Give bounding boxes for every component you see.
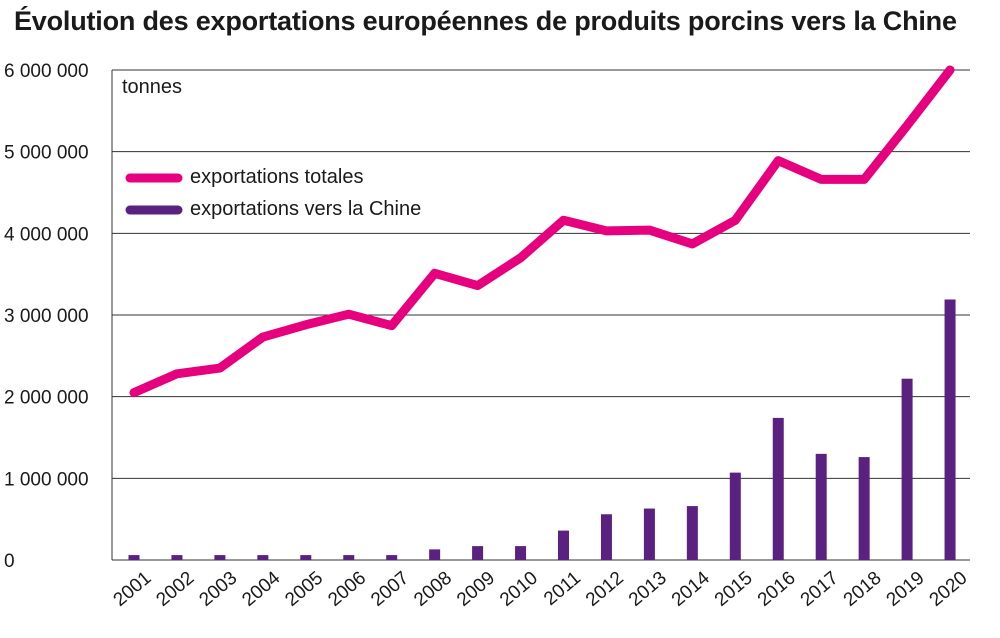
point-total-2009 [477, 285, 479, 287]
bar-china-2018 [858, 457, 870, 560]
point-total-2001 [133, 392, 135, 394]
unit-label: tonnes [122, 76, 182, 98]
y-tick-label: 1 000 000 [4, 469, 89, 490]
y-axis-ticks: 0 1 000 000 2 000 000 3 000 000 4 000 000 5 0… [4, 61, 89, 572]
x-tick-label: 2017 [797, 568, 843, 611]
point-total-2015 [734, 219, 736, 221]
y-tick-label: 0 [4, 551, 15, 572]
point-total-2006 [348, 313, 350, 315]
point-total-2004 [262, 336, 264, 338]
bar-china-2001 [128, 555, 140, 560]
bar-china-2011 [558, 530, 569, 560]
bar-china-2020 [944, 299, 956, 560]
point-total-2020 [949, 69, 951, 71]
point-total-2010 [520, 257, 522, 259]
y-tick-label: 4 000 000 [4, 224, 89, 245]
legend: exportations totales exportations vers l… [125, 166, 421, 220]
x-tick-label: 2011 [540, 568, 585, 610]
x-tick-label: 2008 [410, 568, 456, 611]
point-total-2003 [219, 367, 221, 369]
x-tick-label: 2002 [153, 568, 199, 611]
line-total-exports [129, 65, 955, 398]
point-total-2018 [863, 178, 865, 180]
china-export-bars [128, 299, 956, 560]
x-tick-label: 2012 [582, 568, 628, 611]
point-total-2012 [605, 230, 607, 232]
bar-china-2006 [343, 555, 355, 560]
point-total-2005 [305, 324, 307, 326]
bar-china-2019 [901, 378, 913, 560]
x-axis-ticks: 2001200220032004200520062007200820092010… [110, 567, 972, 611]
x-tick-label: 2019 [883, 568, 929, 611]
point-total-2013 [648, 229, 650, 231]
x-tick-label: 2001 [110, 568, 156, 611]
point-total-2019 [906, 125, 908, 127]
x-tick-label: 2016 [754, 568, 800, 611]
x-tick-label: 2009 [453, 568, 499, 611]
x-tick-label: 2007 [367, 568, 413, 611]
bar-china-2005 [300, 555, 312, 560]
point-total-2007 [391, 325, 393, 327]
bar-china-2010 [515, 546, 527, 560]
gridlines [111, 69, 970, 561]
legend-label-china: exportations vers la Chine [190, 198, 421, 220]
x-tick-label: 2006 [324, 568, 370, 611]
x-tick-label: 2014 [668, 567, 714, 611]
point-total-2008 [434, 272, 436, 274]
x-tick-label: 2005 [281, 568, 327, 611]
x-tick-label: 2004 [238, 567, 284, 611]
bar-china-2012 [600, 514, 612, 560]
point-total-2002 [176, 373, 178, 375]
point-total-2017 [820, 178, 822, 180]
point-total-2016 [777, 160, 779, 162]
chart-title: Évolution des exportations européennes d… [14, 6, 957, 36]
bar-china-2007 [386, 555, 398, 560]
bar-china-2013 [643, 508, 655, 560]
bar-china-2009 [472, 546, 484, 560]
bar-china-2004 [257, 555, 269, 560]
y-tick-label: 6 000 000 [4, 61, 89, 82]
bar-china-2003 [214, 555, 226, 560]
bar-china-2016 [772, 417, 784, 560]
bar-china-2015 [729, 472, 741, 560]
legend-label-total: exportations totales [190, 166, 363, 188]
x-tick-label: 2018 [840, 568, 886, 611]
x-tick-label: 2020 [926, 568, 972, 611]
x-tick-label: 2003 [195, 568, 241, 611]
bar-china-2017 [815, 453, 827, 560]
bar-china-2014 [686, 506, 698, 560]
bar-china-2002 [171, 555, 183, 560]
point-total-2011 [563, 219, 564, 221]
y-tick-label: 5 000 000 [4, 143, 89, 164]
y-tick-label: 2 000 000 [4, 388, 89, 409]
x-tick-label: 2013 [625, 568, 671, 611]
total-export-line [129, 65, 955, 398]
x-tick-label: 2010 [496, 568, 542, 611]
point-total-2014 [691, 243, 693, 245]
y-tick-label: 3 000 000 [4, 306, 89, 327]
bar-china-2008 [429, 549, 441, 560]
x-tick-label: 2015 [711, 568, 757, 611]
